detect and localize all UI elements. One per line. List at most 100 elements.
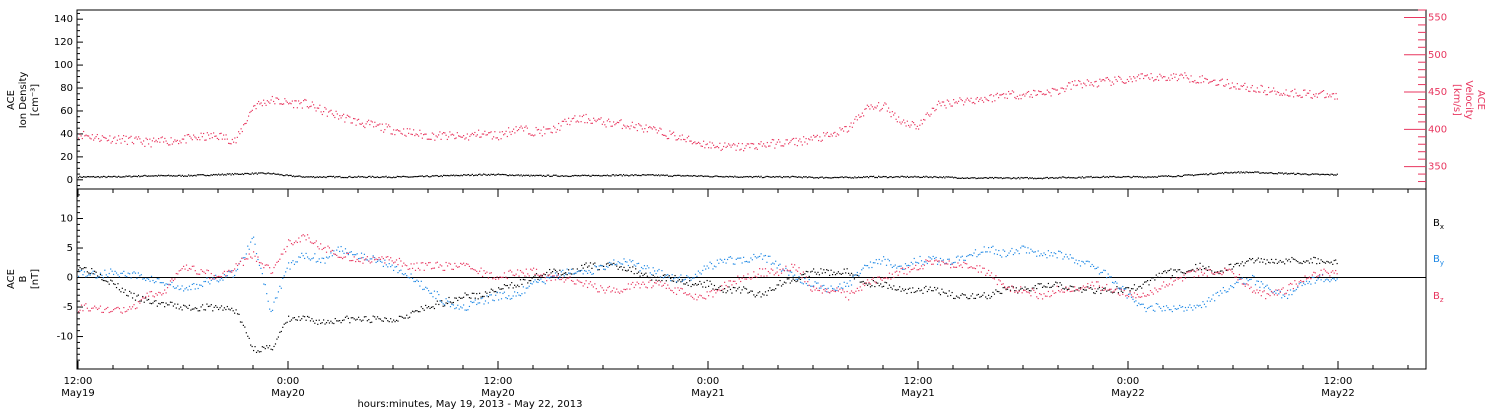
velocity-point bbox=[1046, 89, 1048, 91]
bz-point bbox=[783, 270, 786, 272]
velocity-point bbox=[354, 118, 356, 120]
bx-point bbox=[1047, 282, 1049, 285]
bx-point bbox=[586, 266, 589, 268]
bz-point bbox=[395, 259, 398, 261]
density-point bbox=[1084, 177, 1086, 179]
bx-point bbox=[360, 320, 363, 322]
density-point bbox=[170, 174, 172, 177]
bz-point bbox=[352, 259, 354, 262]
density-point bbox=[899, 176, 901, 179]
bz-point bbox=[566, 277, 568, 279]
by-point bbox=[1097, 266, 1099, 268]
density-point bbox=[751, 176, 753, 179]
density-point bbox=[759, 176, 761, 178]
velocity-point bbox=[461, 136, 463, 138]
velocity-point bbox=[628, 126, 630, 128]
by-point bbox=[120, 272, 122, 275]
bx-point bbox=[255, 351, 258, 354]
bz-point bbox=[409, 268, 411, 270]
bz-point bbox=[969, 266, 971, 269]
bx-point bbox=[1295, 260, 1297, 262]
bz-point bbox=[780, 272, 783, 274]
density-point bbox=[249, 173, 251, 175]
bx-point bbox=[400, 315, 402, 318]
velocity-point bbox=[1004, 97, 1006, 99]
bx-point bbox=[850, 272, 853, 274]
bx-point bbox=[1192, 268, 1194, 271]
velocity-point bbox=[638, 123, 640, 125]
by-point bbox=[814, 281, 816, 283]
density-point bbox=[1281, 172, 1283, 174]
density-point bbox=[391, 177, 393, 179]
bx-point bbox=[725, 292, 727, 294]
velocity-point bbox=[964, 101, 966, 103]
density-point bbox=[1104, 176, 1106, 179]
by-point bbox=[645, 268, 647, 270]
velocity-point bbox=[708, 147, 710, 149]
velocity-point bbox=[833, 132, 835, 134]
velocity-point bbox=[526, 127, 528, 129]
velocity-point bbox=[501, 131, 503, 133]
by-point bbox=[1072, 257, 1074, 259]
by-point bbox=[1281, 297, 1283, 299]
bz-point bbox=[442, 269, 444, 272]
density-point bbox=[804, 176, 806, 178]
bz-point bbox=[754, 275, 756, 277]
velocity-point bbox=[435, 135, 437, 137]
bz-point bbox=[694, 293, 697, 295]
density-point bbox=[973, 177, 975, 179]
velocity-point bbox=[230, 143, 232, 145]
density-point bbox=[650, 174, 652, 176]
velocity-point bbox=[745, 145, 747, 147]
by-point bbox=[512, 295, 514, 297]
by-point bbox=[1103, 269, 1105, 271]
bx-point bbox=[113, 283, 115, 285]
density-point bbox=[139, 176, 141, 178]
velocity-point bbox=[1051, 87, 1053, 90]
velocity-point bbox=[88, 135, 90, 137]
by-point bbox=[234, 274, 236, 277]
bx-point bbox=[250, 344, 252, 346]
velocity-point bbox=[663, 134, 665, 136]
by-point bbox=[662, 277, 664, 279]
bz-point bbox=[445, 261, 447, 264]
by-point bbox=[1332, 277, 1334, 280]
by-point bbox=[325, 256, 328, 258]
bx-point bbox=[1148, 284, 1150, 286]
bx-point bbox=[1018, 289, 1020, 291]
bz-point bbox=[782, 268, 784, 270]
density-point bbox=[178, 174, 180, 177]
velocity-point bbox=[861, 112, 863, 114]
density-point bbox=[1044, 177, 1046, 179]
bz-point bbox=[254, 255, 256, 257]
bx-point bbox=[1289, 261, 1292, 263]
by-point bbox=[425, 286, 427, 288]
velocity-point bbox=[193, 134, 195, 136]
bz-point bbox=[645, 286, 647, 288]
density-point bbox=[274, 173, 276, 175]
velocity-point bbox=[1138, 74, 1140, 76]
bz-point bbox=[1186, 272, 1188, 274]
bx-point bbox=[861, 281, 863, 283]
velocity-point bbox=[341, 115, 343, 117]
bz-point bbox=[85, 303, 87, 305]
by-point bbox=[761, 258, 764, 260]
velocity-point bbox=[1174, 76, 1176, 78]
velocity-point bbox=[349, 116, 351, 118]
by-point bbox=[910, 261, 912, 264]
density-point bbox=[223, 174, 225, 176]
density-point bbox=[715, 175, 717, 177]
bx-point bbox=[498, 287, 500, 289]
bx-point bbox=[616, 265, 618, 267]
bx-point bbox=[333, 322, 335, 325]
velocity-point bbox=[385, 123, 387, 125]
by-point bbox=[388, 263, 390, 265]
density-point bbox=[284, 174, 286, 177]
density-point bbox=[925, 175, 927, 177]
bz-point bbox=[276, 261, 278, 264]
bx-point bbox=[891, 288, 893, 290]
by-point bbox=[795, 278, 797, 280]
density-point bbox=[378, 176, 380, 179]
by-point bbox=[333, 250, 335, 252]
velocity-point bbox=[955, 101, 957, 103]
